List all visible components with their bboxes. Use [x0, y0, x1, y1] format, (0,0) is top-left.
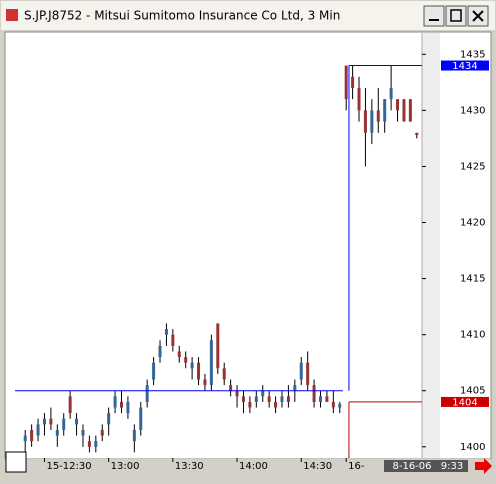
candle-body	[152, 362, 156, 380]
candle-body	[171, 334, 175, 346]
candle-body	[94, 441, 98, 447]
candle-body	[415, 132, 419, 136]
x-tick-label: 15-12:30	[46, 461, 91, 472]
candle-body	[177, 351, 181, 358]
candle-body	[87, 441, 91, 447]
candle-body	[254, 396, 258, 402]
candle-body	[229, 385, 233, 391]
cursor-box	[384, 460, 468, 472]
candle-body	[408, 99, 412, 122]
cursor-time: 9:33	[441, 461, 463, 472]
candle-body	[75, 418, 79, 425]
candle-body	[402, 99, 406, 122]
candle-body	[23, 435, 27, 442]
candle-body	[184, 357, 188, 363]
candle-body	[100, 429, 104, 436]
minimize-button[interactable]	[423, 5, 445, 27]
candle-body	[286, 396, 290, 402]
close-icon	[472, 10, 484, 22]
price-tag-label: 1404	[452, 397, 477, 408]
y-tick-label: 1425	[460, 161, 485, 172]
candle-body	[158, 345, 162, 358]
candle-body	[164, 329, 168, 335]
candle-body	[203, 379, 207, 386]
y-tick-label: 1420	[460, 218, 485, 229]
candle-body	[235, 390, 239, 397]
candle-body	[107, 413, 111, 425]
candle-body	[81, 429, 85, 436]
x-axis-bar	[5, 459, 491, 473]
corner-box[interactable]	[5, 451, 27, 473]
candle-body	[389, 87, 393, 100]
y-tick-label: 1405	[460, 386, 485, 397]
candle-body	[241, 396, 245, 402]
title-bar	[1, 1, 495, 30]
candle-body	[338, 404, 342, 408]
maximize-icon	[450, 9, 462, 22]
app-icon	[6, 9, 18, 21]
x-tick-label: 13:30	[175, 461, 204, 472]
price-tag	[441, 60, 489, 71]
candle-body	[376, 110, 380, 122]
candle-body	[370, 110, 374, 133]
right-band	[422, 33, 440, 458]
candle-body	[126, 401, 130, 414]
candle-body	[396, 99, 400, 111]
candle-body	[299, 362, 303, 380]
candle-body	[190, 362, 194, 369]
candle-body	[222, 368, 226, 380]
candle-body	[351, 76, 355, 88]
candle-body	[363, 110, 367, 133]
price-tag-label: 1434	[452, 61, 477, 72]
candle-body	[68, 396, 72, 414]
x-tick-label: 14:30	[303, 461, 332, 472]
candle-body	[49, 418, 53, 425]
chart-area	[4, 31, 492, 460]
candle-body	[267, 396, 271, 402]
candle-body	[145, 385, 149, 402]
candle-body	[261, 390, 265, 397]
scroll-arrow[interactable]	[475, 458, 492, 474]
candle-body	[209, 340, 213, 386]
candle-body	[325, 396, 329, 402]
candle-body	[383, 99, 387, 122]
maximize-button[interactable]	[445, 5, 467, 27]
candle-body	[274, 401, 278, 408]
y-tick-label: 1415	[460, 274, 485, 285]
y-tick-label: 1435	[460, 49, 485, 60]
candle-body	[357, 87, 361, 111]
candle-body	[306, 362, 310, 386]
candle-body	[113, 396, 117, 408]
candle-body	[55, 429, 59, 436]
candle-body	[120, 401, 123, 408]
window-buttons[interactable]	[423, 5, 489, 27]
x-tick-label: 16-	[348, 461, 365, 472]
candle-body	[312, 385, 316, 402]
y-tick-label: 1410	[460, 330, 485, 341]
candle-body	[216, 323, 220, 369]
candle-body	[331, 401, 335, 408]
candle-body	[293, 385, 297, 391]
candle-body	[132, 429, 136, 442]
y-tick-label: 1430	[460, 105, 485, 116]
candle-body	[197, 362, 201, 380]
price-tag	[441, 396, 489, 407]
candle-body	[62, 418, 66, 430]
candle-body	[319, 396, 322, 402]
y-tick-label: 1400	[460, 442, 485, 453]
x-tick-label: 13:00	[111, 461, 140, 472]
window-title: S.JP.J8752 - Mitsui Sumitomo Insurance C…	[24, 9, 340, 23]
x-tick-label: 14:00	[239, 461, 268, 472]
cursor-date: 8-16-06	[392, 461, 431, 472]
candle-body	[42, 418, 46, 425]
candle-body	[280, 396, 284, 402]
candle-body	[30, 429, 34, 442]
candle-body	[36, 424, 40, 436]
candle-body	[344, 65, 348, 100]
candle-body	[139, 407, 143, 430]
candle-body	[248, 401, 252, 408]
